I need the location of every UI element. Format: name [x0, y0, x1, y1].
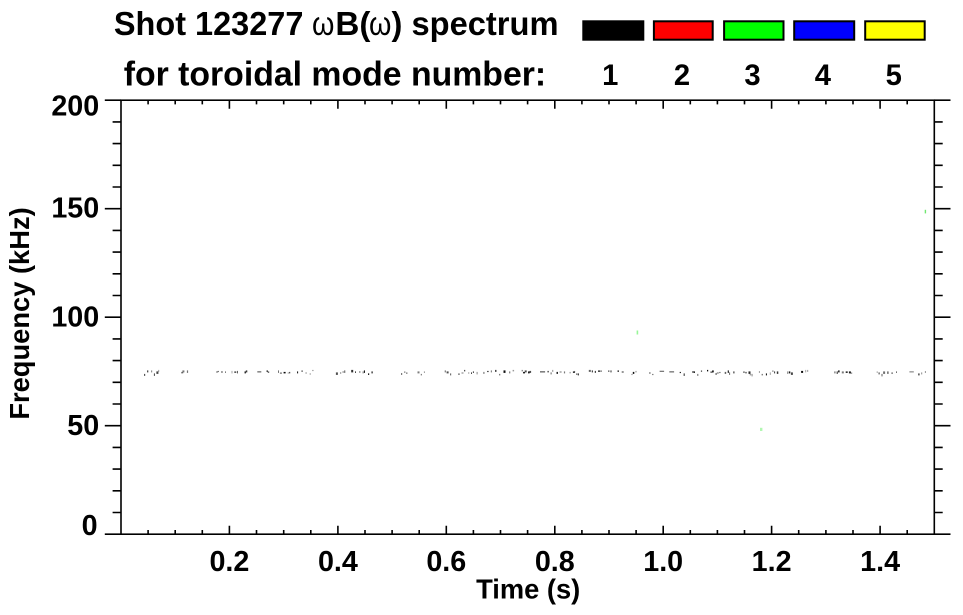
svg-text:3: 3 [744, 60, 760, 92]
svg-text:Frequency (kHz): Frequency (kHz) [4, 207, 35, 419]
svg-text:150: 150 [51, 193, 99, 225]
svg-text:5: 5 [886, 60, 902, 92]
svg-text:1.4: 1.4 [860, 546, 900, 578]
svg-text:ω: ω [369, 6, 391, 43]
svg-text:2: 2 [674, 60, 690, 92]
svg-text:0.4: 0.4 [318, 546, 358, 578]
svg-text:1.0: 1.0 [643, 546, 683, 578]
svg-text:B(: B( [335, 6, 371, 43]
svg-text:1: 1 [602, 60, 618, 92]
svg-text:for toroidal mode number:: for toroidal mode number: [124, 55, 546, 93]
svg-text:) spectrum: ) spectrum [392, 6, 559, 43]
svg-text:0: 0 [82, 510, 98, 542]
svg-text:0.2: 0.2 [209, 546, 249, 578]
svg-text:Shot 123277: Shot 123277 [114, 6, 304, 43]
svg-text:50: 50 [67, 410, 99, 442]
svg-text:200: 200 [51, 90, 99, 122]
svg-text:0.6: 0.6 [426, 546, 466, 578]
svg-text:0.8: 0.8 [535, 546, 575, 578]
svg-text:1.2: 1.2 [752, 546, 792, 578]
svg-text:Time (s): Time (s) [476, 573, 580, 604]
svg-text:ω: ω [312, 6, 334, 43]
svg-text:4: 4 [815, 60, 832, 92]
svg-text:100: 100 [51, 302, 99, 334]
